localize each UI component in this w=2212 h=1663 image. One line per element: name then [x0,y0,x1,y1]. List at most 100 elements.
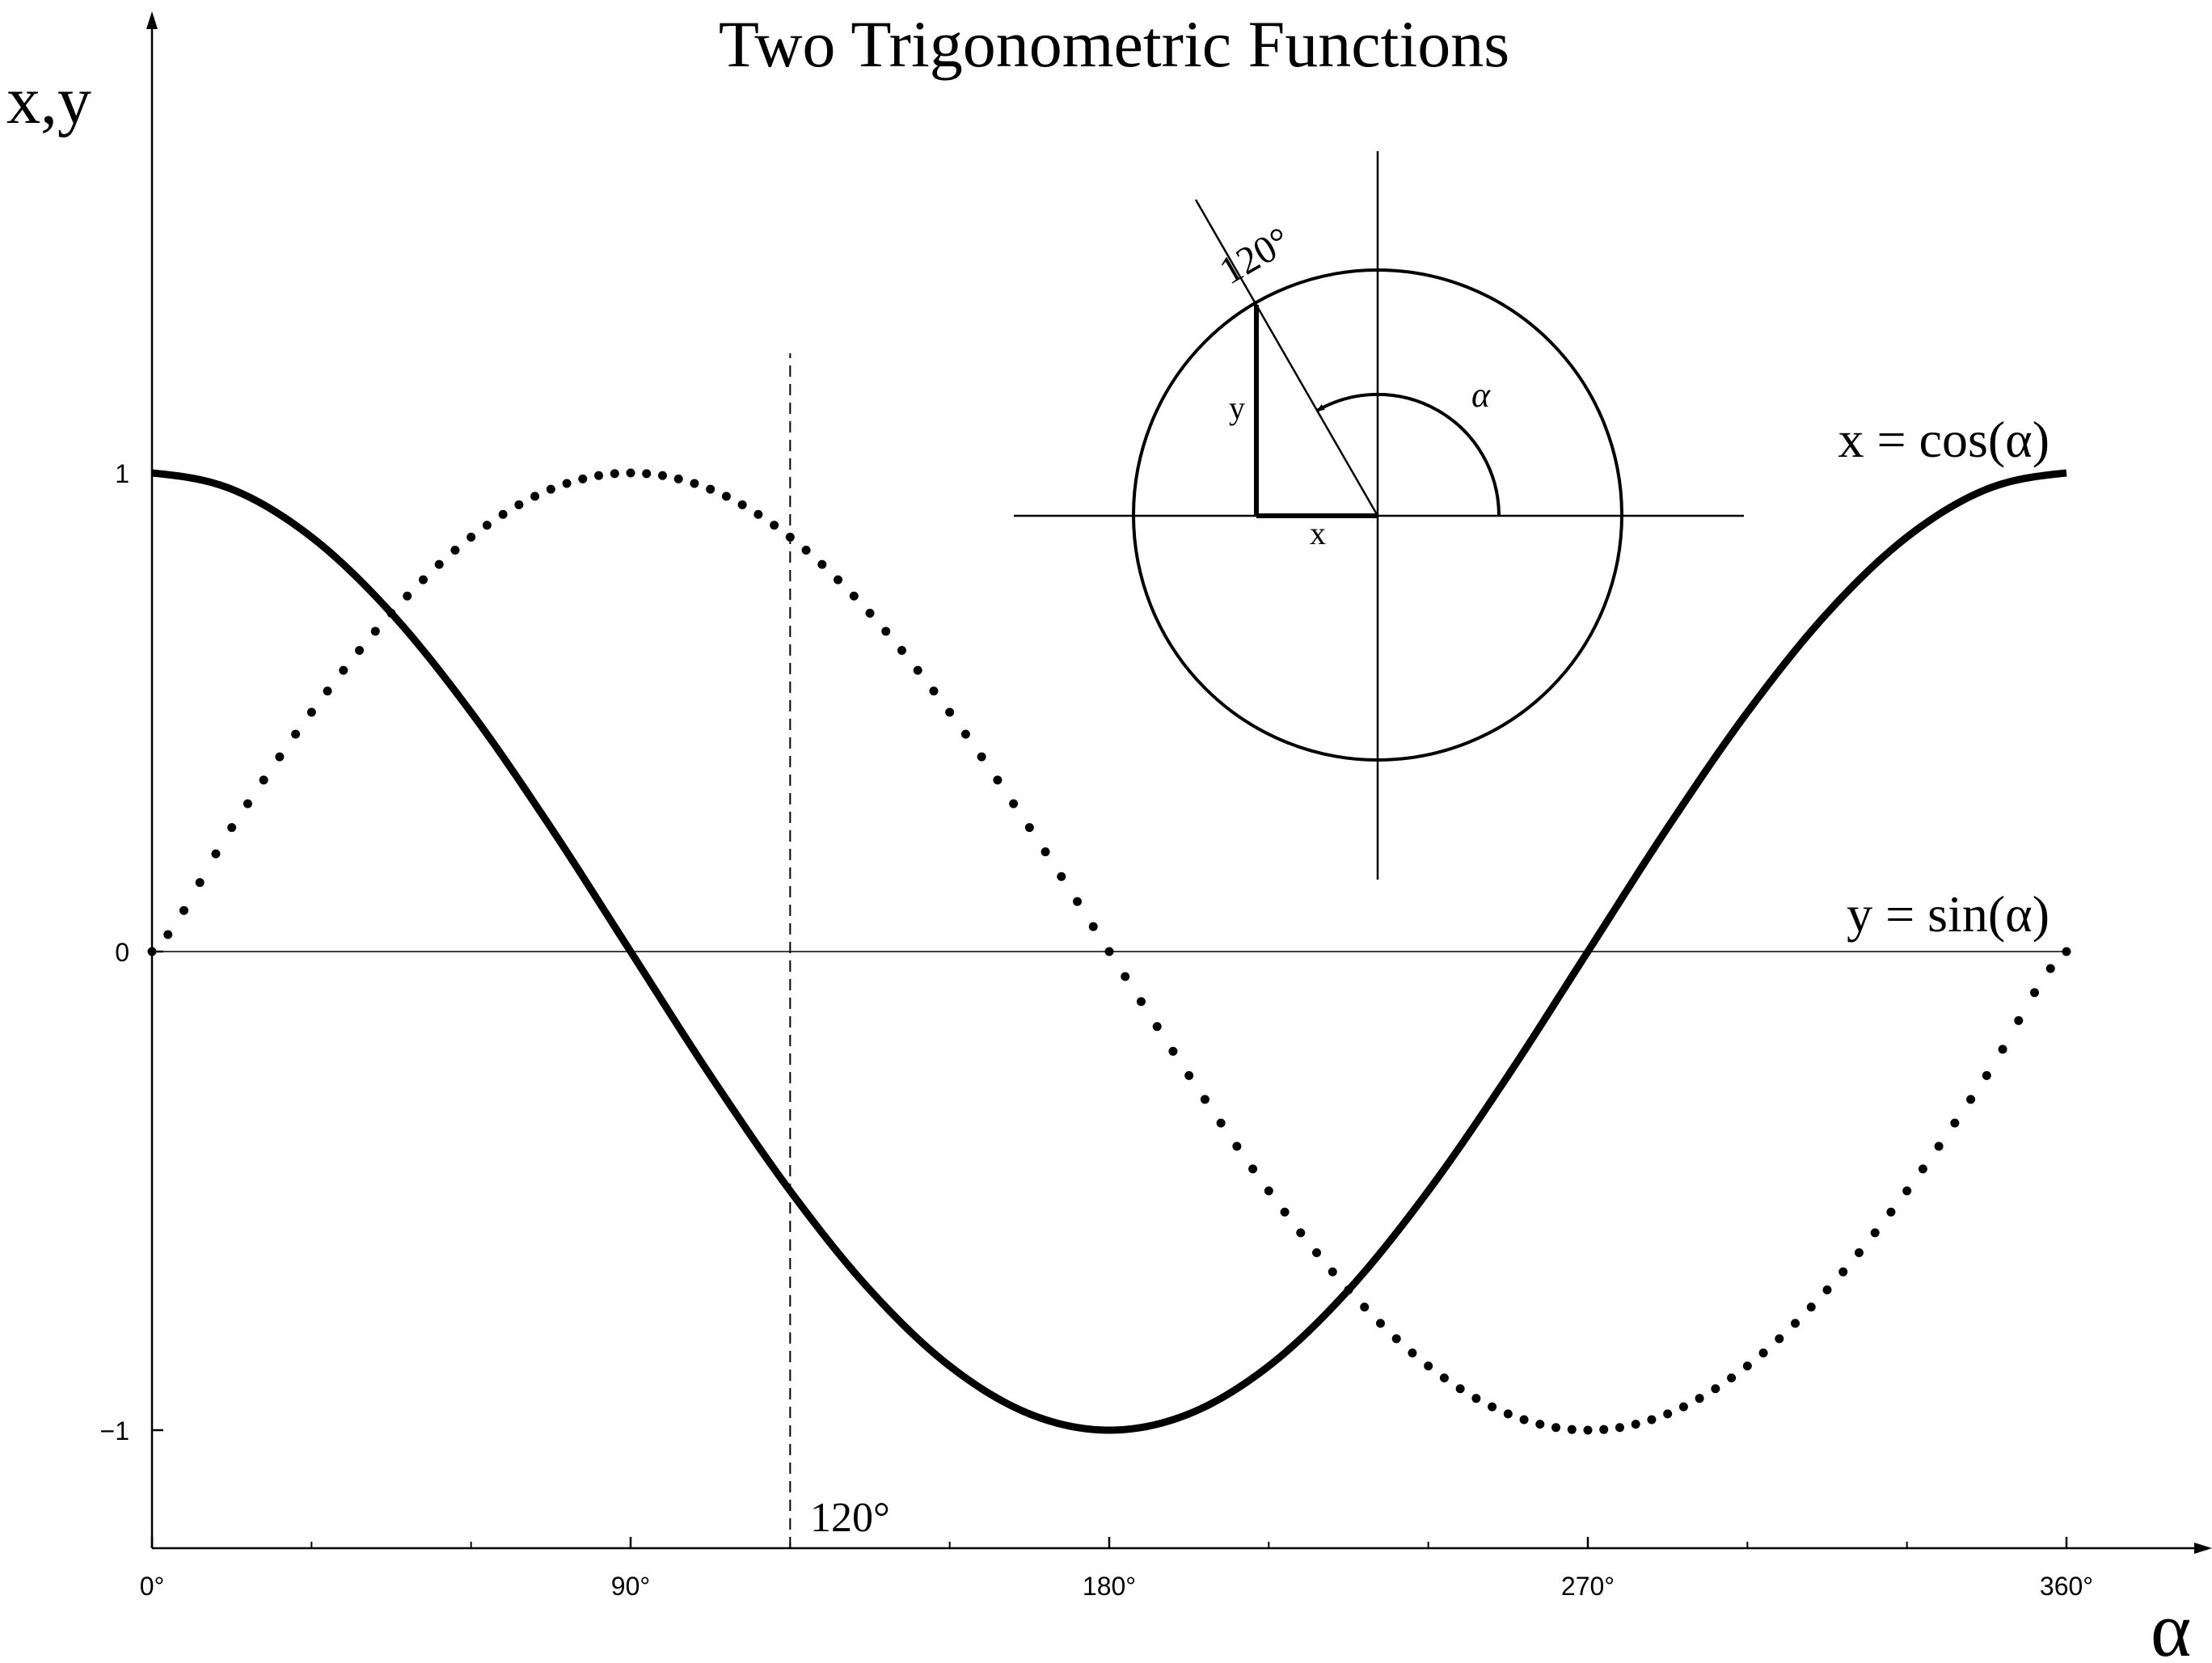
sin-point [1136,997,1146,1007]
sin-point [626,468,635,478]
sin-point [1200,1095,1209,1104]
sin-point [1758,1349,1768,1358]
sin-point [673,474,683,483]
sin-point [1934,1142,1944,1151]
sin-point [1296,1228,1306,1238]
sin-point [1727,1373,1737,1382]
sin-point [466,532,476,542]
sin-point [1631,1420,1640,1429]
sin-point [642,469,652,479]
sin-point [1375,1319,1385,1328]
sin-point [1471,1394,1481,1403]
sin-point [1838,1267,1848,1277]
sin-point [1663,1409,1673,1419]
sin-point [546,484,555,494]
series-label-cos: x = cos(α) [1838,411,2049,468]
sin-point [1041,847,1050,857]
sin-point [1583,1425,1593,1435]
sin-point [1088,922,1098,931]
x-tick-label: 270° [1561,1572,1615,1601]
sin-point [1567,1425,1577,1434]
unit-circle-inset: 120° α x y [1014,151,1744,880]
sin-point [498,509,508,519]
angle-ray [1194,199,1379,517]
sin-point [1104,947,1114,956]
sin-point [2030,988,2040,998]
sin-point [482,521,492,530]
sin-point [147,947,157,956]
sin-point [1488,1402,1497,1412]
sin-point [562,479,572,488]
vertical-line-label: 120° [810,1495,890,1541]
sin-point [881,627,891,636]
sin-point [657,471,667,480]
inset-arc-label: α [1471,375,1491,415]
series-label-sin: y = sin(α) [1847,885,2049,943]
sin-point [434,559,444,569]
sin-point [594,471,604,480]
sin-point [514,500,524,509]
sin-point [1184,1070,1194,1080]
x-axis-label: α [2151,1586,2191,1663]
sin-point [706,484,716,494]
sin-point [1695,1394,1704,1403]
sin-point [211,849,221,859]
sin-point [323,686,332,696]
series-layer [147,468,2071,1435]
sin-point [2062,947,2071,956]
sin-point [1073,897,1083,906]
sin-point [897,645,906,655]
sin-point [1152,1022,1162,1032]
series-line-sin [147,468,2071,1435]
sin-point [1424,1361,1433,1371]
sin-point [1121,972,1130,981]
sin-point [306,707,316,717]
sin-point [418,575,428,585]
sin-point [865,608,875,618]
sin-point [1647,1415,1657,1425]
sin-point [1312,1248,1322,1258]
x-axis-ticks: 0° 90° 180° 270° 360° [140,1537,2093,1601]
sin-point [913,665,922,675]
sin-point [1791,1319,1800,1328]
sin-point [610,469,619,479]
inset-y-label: y [1229,390,1245,426]
sin-point [2014,1015,2024,1025]
y-tick-label: 1 [115,459,129,488]
sin-point [403,591,412,601]
sin-point [1998,1045,2007,1054]
sin-point [1775,1334,1784,1344]
sin-point [1822,1285,1832,1295]
sin-point [1408,1349,1417,1358]
sin-point [1360,1302,1370,1312]
x-axis-arrow-icon [2194,1543,2212,1554]
y-axis-label: x,y [6,63,91,138]
sin-point [1344,1285,1353,1295]
y-tick-label: 0 [115,938,129,967]
sin-point [370,627,380,636]
sin-point [450,545,460,555]
sin-point [737,500,747,509]
sin-point [690,479,699,488]
sin-point [1870,1228,1880,1238]
sin-point [1742,1361,1752,1371]
sin-point [1551,1423,1561,1433]
sin-point [1918,1164,1927,1174]
y-tick-label: −1 [100,1416,129,1446]
series-line-cos [151,469,2067,1434]
sin-point [386,608,396,618]
inset-x-label: x [1310,515,1326,551]
sin-point [945,707,955,717]
sin-point [163,930,173,939]
sin-point [1982,1070,1991,1080]
sin-point [243,799,252,808]
sin-point [195,878,205,888]
sin-point [1678,1402,1688,1412]
sin-point [929,686,939,696]
x-tick-label: 90° [611,1572,650,1601]
sin-point [785,532,795,542]
sin-point [1902,1186,1912,1196]
sin-point [1009,799,1019,808]
sin-point [1328,1267,1337,1277]
